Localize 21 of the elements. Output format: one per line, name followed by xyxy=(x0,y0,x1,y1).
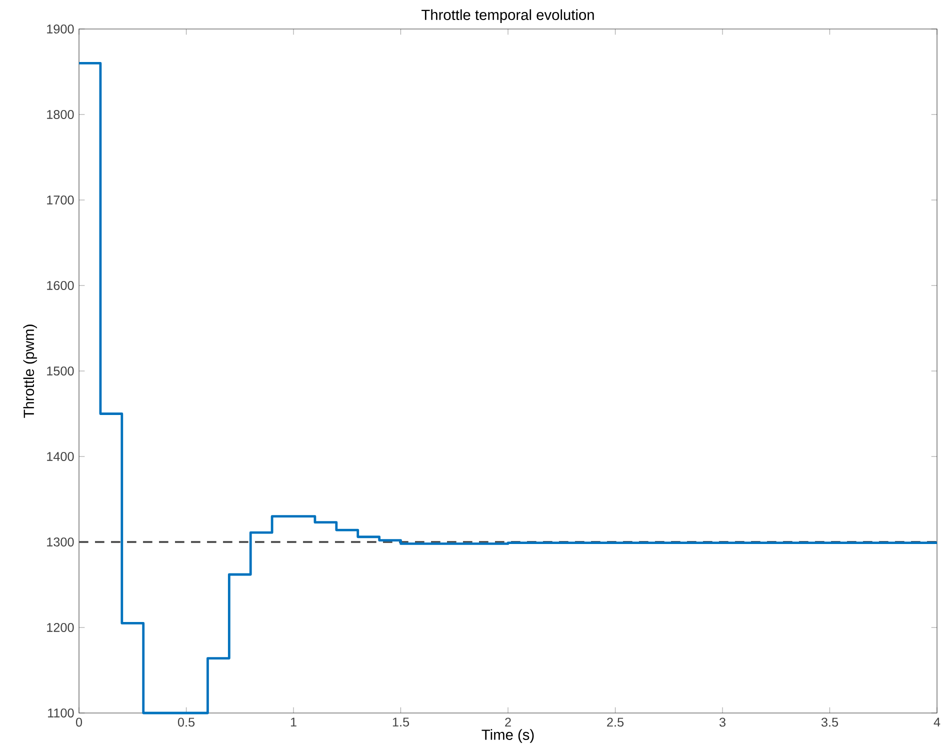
y-tick-label: 1700 xyxy=(47,196,74,204)
chart-title: Throttle temporal evolution xyxy=(422,9,594,23)
y-tick-label: 1900 xyxy=(47,24,74,34)
x-tick-label: 2 xyxy=(505,718,511,727)
x-tick-label: 4 xyxy=(934,718,940,726)
x-tick-label: 0 xyxy=(76,718,82,727)
y-tick-label: 1500 xyxy=(47,366,74,376)
x-tick-label: 3.5 xyxy=(821,718,838,727)
y-axis-title: Throttle (pwm) xyxy=(23,324,37,418)
y-tick-label: 1600 xyxy=(47,281,74,290)
x-tick-label: 0.5 xyxy=(178,718,195,727)
x-tick-label: 1 xyxy=(290,718,296,726)
x-axis-title: Time (s) xyxy=(482,729,534,743)
y-tick-label: 1400 xyxy=(47,452,74,461)
y-tick-label: 1100 xyxy=(48,708,74,718)
y-tick-label: 1300 xyxy=(47,538,74,546)
y-tick-label: 1800 xyxy=(47,110,74,119)
x-tick-label: 1.5 xyxy=(392,718,410,727)
x-tick-label: 2.5 xyxy=(607,718,624,727)
y-tick-label: 1200 xyxy=(47,623,74,632)
x-tick-label: 3 xyxy=(719,718,726,727)
